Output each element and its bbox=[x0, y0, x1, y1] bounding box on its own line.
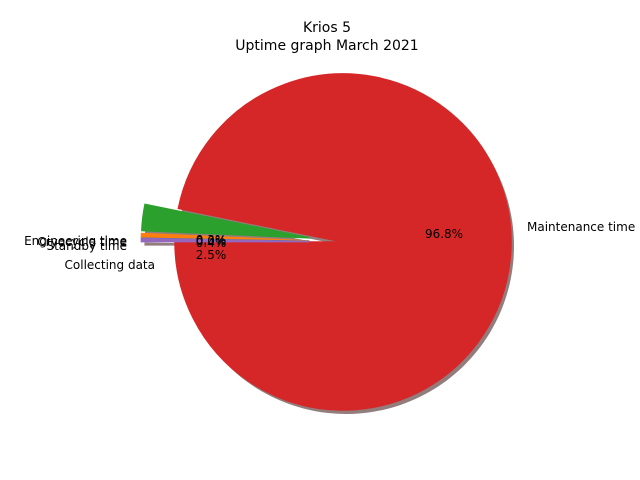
slice-label-standby-time: Standby time bbox=[46, 239, 127, 253]
slice-label-collecting-data: Collecting data bbox=[65, 258, 155, 272]
pie-slices bbox=[140, 73, 512, 411]
slice-pct-engineering-time: 0.3% bbox=[196, 233, 227, 247]
chart-subtitle: Uptime graph March 2021 bbox=[235, 38, 418, 54]
slice-label-cryocycle-time: Cryocycle time bbox=[37, 235, 127, 249]
slice-labels: Maintenance time 96.8% Collecting data 2.5%… bbox=[24, 220, 635, 272]
slice-pct-cryocycle-time: 0.0% bbox=[196, 234, 227, 248]
slice-pct-collecting-data: 2.5% bbox=[196, 248, 227, 262]
slice-label-maintenance-time: Maintenance time bbox=[527, 220, 635, 234]
slice-engineering-time bbox=[140, 237, 310, 243]
slice-pct-standby-time: 0.4% bbox=[196, 236, 227, 250]
slice-label-engineering-time: Engineering time bbox=[24, 234, 127, 248]
slice-pct-maintenance-time: 96.8% bbox=[425, 227, 463, 241]
slice-collecting-data bbox=[141, 203, 310, 239]
slice-maintenance-time bbox=[174, 73, 512, 411]
chart-title: Krios 5 bbox=[303, 20, 351, 36]
